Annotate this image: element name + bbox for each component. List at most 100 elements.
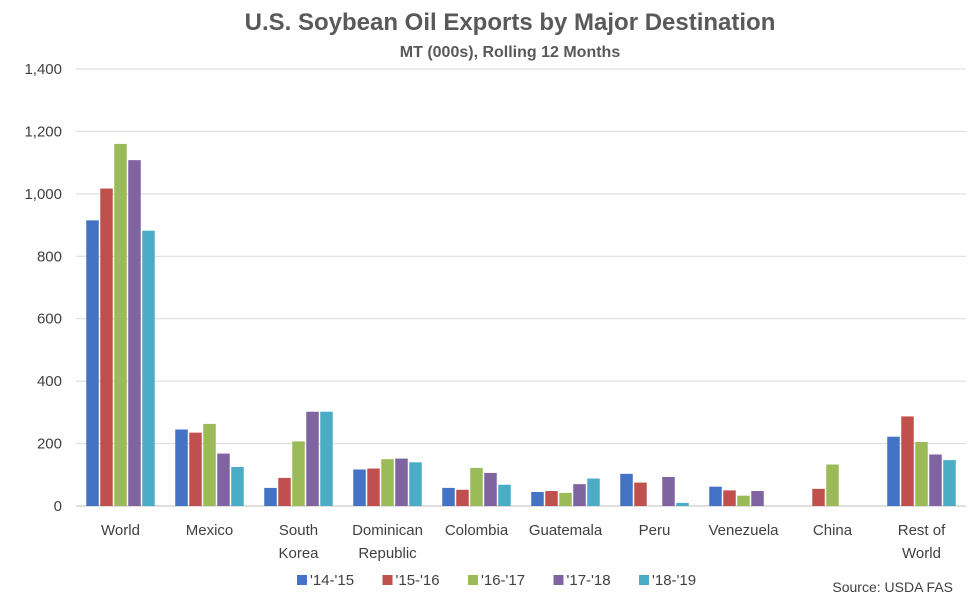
bar — [128, 160, 141, 506]
bar — [292, 441, 305, 506]
bar — [943, 460, 956, 506]
x-tick-label-line: Dominican — [352, 522, 423, 539]
bar — [470, 467, 483, 506]
legend-item: '15-'16 — [382, 572, 440, 589]
bars — [86, 143, 956, 506]
legend-swatch — [382, 575, 393, 585]
y-tick-label: 200 — [37, 436, 62, 453]
source-note: Source: USDA FAS — [832, 579, 953, 595]
bar — [217, 453, 230, 506]
x-tick-label: Mexico — [186, 522, 234, 539]
bar — [442, 487, 455, 506]
y-axis-ticks: 0 200 400 600 800 1,000 1,200 1,400 — [24, 61, 62, 515]
y-tick-label: 600 — [37, 311, 62, 328]
legend-swatch — [297, 575, 307, 585]
bar — [531, 491, 544, 506]
bar — [353, 469, 366, 506]
bar — [395, 458, 408, 506]
bar — [498, 484, 511, 506]
bar — [587, 478, 600, 506]
x-tick-label-line: Venezuela — [708, 522, 779, 539]
x-tick-label: South Korea — [278, 522, 319, 562]
x-tick-label-line: World — [101, 522, 140, 539]
x-tick-label: Peru — [639, 522, 671, 539]
bar — [662, 476, 675, 506]
legend-item: '17-'18 — [553, 572, 611, 589]
x-tick-label-line: Peru — [639, 522, 671, 539]
legend-item: '16-'17 — [468, 572, 525, 589]
x-tick-label-line: Guatemala — [529, 522, 603, 539]
bar — [306, 411, 319, 506]
bar — [264, 487, 277, 506]
bar — [634, 482, 647, 506]
bar — [929, 454, 942, 506]
y-tick-label: 400 — [37, 373, 62, 390]
bar — [367, 468, 380, 506]
gridlines — [76, 68, 966, 507]
legend-swatch — [639, 575, 649, 585]
bar — [456, 489, 469, 506]
bar — [175, 429, 188, 506]
chart-title: U.S. Soybean Oil Exports by Major Destin… — [245, 9, 776, 36]
bar — [484, 472, 497, 506]
x-tick-label-line: World — [902, 545, 941, 562]
x-tick-label-line: Mexico — [186, 522, 234, 539]
x-tick-label: China — [813, 522, 853, 539]
bar — [545, 491, 558, 506]
bar — [203, 423, 216, 506]
x-tick-label-line: China — [813, 522, 853, 539]
legend-label: '18-'19 — [652, 572, 696, 589]
legend-label: '16-'17 — [481, 572, 525, 589]
legend-swatch — [553, 575, 564, 585]
bar — [709, 486, 722, 506]
chart-subtitle: MT (000s), Rolling 12 Months — [400, 44, 621, 61]
x-tick-label-line: Rest of — [898, 522, 946, 539]
bar — [901, 416, 914, 506]
bar — [114, 143, 127, 506]
y-tick-label: 1,400 — [24, 61, 62, 78]
bar — [751, 491, 764, 506]
bar — [559, 492, 572, 506]
bar — [915, 442, 928, 506]
bar — [812, 488, 825, 506]
x-tick-label: Dominican Republic — [352, 522, 423, 562]
bar — [573, 484, 586, 506]
x-tick-label-line: Republic — [358, 545, 417, 562]
x-tick-label-line: South — [279, 522, 318, 539]
bar — [676, 502, 689, 506]
legend-swatch — [468, 575, 478, 585]
x-tick-label: World — [101, 522, 140, 539]
y-tick-label: 800 — [37, 248, 62, 265]
x-tick-label-line: Korea — [278, 545, 319, 562]
bar — [320, 411, 333, 506]
bar — [620, 473, 633, 506]
bar — [826, 464, 839, 506]
bar — [142, 230, 155, 506]
bar — [100, 188, 113, 506]
x-tick-label: Guatemala — [529, 522, 603, 539]
y-tick-label: 1,200 — [24, 123, 62, 140]
legend-label: '15-'16 — [396, 572, 440, 589]
legend-item: '18-'19 — [639, 572, 696, 589]
y-tick-label: 1,000 — [24, 186, 62, 203]
x-axis-labels: World Mexico South Korea Dominican Republic Co… — [101, 522, 946, 562]
bar — [231, 466, 244, 506]
bar — [737, 495, 750, 506]
bar — [381, 459, 394, 506]
x-tick-label: Rest of World — [898, 522, 946, 562]
bar — [278, 477, 291, 506]
legend-item: '14-'15 — [297, 572, 354, 589]
x-tick-label-line: Colombia — [445, 522, 509, 539]
bar — [409, 462, 422, 506]
bar — [887, 436, 900, 506]
x-tick-label: Colombia — [445, 522, 509, 539]
bar — [86, 220, 99, 506]
bar — [189, 432, 202, 506]
bar — [723, 490, 736, 506]
legend: '14-'15 '15-'16 '16-'17 '17-'18 '18-'19 — [297, 572, 696, 589]
legend-label: '14-'15 — [310, 572, 354, 589]
legend-label: '17-'18 — [567, 572, 611, 589]
y-tick-label: 0 — [54, 498, 62, 515]
x-tick-label: Venezuela — [708, 522, 779, 539]
